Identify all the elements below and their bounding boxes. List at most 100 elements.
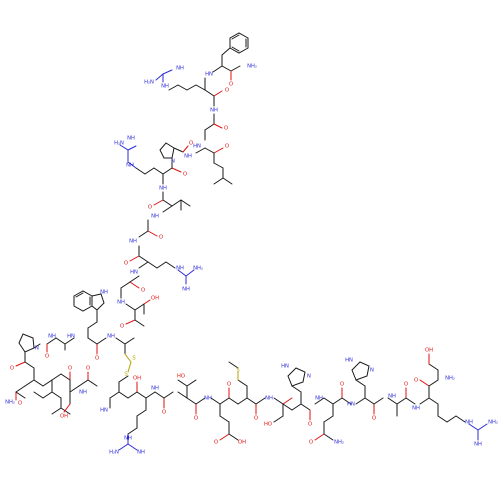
carbonyl-o-label: O <box>225 144 229 150</box>
amide-nh-label: HN <box>67 334 75 340</box>
amide-hn-label: HN <box>193 144 201 150</box>
proline-residue-top <box>159 142 189 175</box>
amide-nh-label: NH <box>388 394 396 400</box>
carbonyl-o-label: O <box>309 440 313 446</box>
glycine-residue-top <box>204 113 223 141</box>
hydroxyl-oh-label: OH <box>133 376 141 382</box>
amide-nh-label: NH <box>151 386 159 392</box>
guanidine-nh-label: NH <box>124 436 132 442</box>
acid-oh-label: OH <box>60 414 68 420</box>
amide-nh2-label: NH₂ <box>334 440 344 446</box>
carbonyl-o-label: O <box>45 354 49 360</box>
guanidine-nh-label: NH <box>137 450 145 456</box>
glutamine-residue <box>314 387 352 441</box>
guanidine-nh-label: NH <box>182 287 190 293</box>
carbonyl-o-label: O <box>162 410 166 416</box>
amide-nh-label: NH <box>412 406 420 412</box>
carbonyl-o-label: O <box>340 382 344 388</box>
carbonyl-o-label: O <box>189 141 193 147</box>
histidine-residue-right <box>351 361 384 415</box>
amide-nh-label: NH <box>48 334 56 340</box>
arginine-residue-lower <box>129 245 195 285</box>
glycine-residue-mid <box>138 219 158 238</box>
carbonyl-o-label: O <box>254 416 258 422</box>
imidazole-n-label: N <box>307 374 311 380</box>
amide-nh-label: NH <box>204 396 212 402</box>
carbonyl-o-label: O <box>95 356 99 362</box>
carbonyl-o-label: O <box>225 88 229 94</box>
carbonyl-o-label: O <box>124 261 128 267</box>
disulfide-s-label: S <box>124 372 127 378</box>
hydroxyl-oh-label: OH <box>425 348 433 354</box>
imidazole-hn-label: HN <box>281 364 289 370</box>
carbonyl-o-label: O <box>141 288 145 294</box>
carbonyl-o-label: O <box>148 205 152 211</box>
alanine-proline-residues <box>15 333 75 369</box>
amine-nh2-label: NH₂ <box>445 376 455 382</box>
carbonyl-o-label: O <box>214 440 218 446</box>
amide-nh-label: NH <box>151 214 159 220</box>
amide-nh2-label: NH₂ <box>5 400 15 406</box>
carbonyl-o-label: O <box>372 416 376 422</box>
amide-nh-label: NH <box>184 154 192 160</box>
guanidine-nh-label: NH <box>465 420 473 426</box>
indole-nh-label: NH <box>100 290 108 296</box>
carbonyl-o-label: O <box>10 366 14 372</box>
asparagine-leucine-aspartate-residues <box>15 367 98 415</box>
carbonyl-o-label: O <box>194 416 198 422</box>
guanidine-nh-label: NH <box>176 266 184 272</box>
amide-hn-label: HN <box>130 270 138 276</box>
hydroxyl-ho-label: HO <box>264 422 272 428</box>
thioether-s-label: S <box>236 368 239 374</box>
methionine-residue <box>228 361 266 415</box>
glycine-threonine-residues <box>120 275 151 327</box>
carbonyl-o-label: O <box>414 378 418 384</box>
guanidine-nh-label: NH <box>474 442 482 448</box>
carbonyl-o-label: O <box>404 382 408 388</box>
carbonyl-o-label: O <box>227 382 231 388</box>
alanine-serine-arginine-residues <box>387 353 488 441</box>
carbonyl-o-label: O <box>18 401 22 407</box>
amide-hn-label: HN <box>100 408 108 414</box>
carbonyl-o-label: O <box>68 366 72 372</box>
disulfide-s-label: S <box>132 356 135 362</box>
serine-histidine-residues <box>273 367 311 423</box>
threonine-glutamate-residues <box>177 379 239 441</box>
amide-nh-label: NH <box>159 186 167 192</box>
carbonyl-o-label: O <box>86 366 90 372</box>
guanidine-h2n-label: H₂N <box>144 80 154 86</box>
proline-n-label: N <box>171 159 175 165</box>
imidazole-hn-label: HN <box>345 358 353 364</box>
hydroxyl-oh-label: OH <box>151 296 159 302</box>
carbonyl-o-label: O <box>159 235 163 241</box>
arginine-residue-mid <box>119 144 164 185</box>
acid-oh-label: OH <box>238 440 246 446</box>
guanidine-nh2-label: NH₂ <box>193 266 203 272</box>
guanidine-nh-label: NH <box>176 66 184 72</box>
carbonyl-o-label: O <box>224 126 228 132</box>
amide-nh-label: NH <box>129 239 137 245</box>
cysteine-residue <box>115 337 135 393</box>
isoleucine-residue <box>153 191 191 213</box>
amide-nh-label: HN <box>347 402 355 408</box>
guanidine-h2n-label: H₂N <box>114 141 124 147</box>
amide-nh-label: NH <box>265 396 273 402</box>
carbonyl-o-label: O <box>120 324 124 330</box>
imidazole-n-label: N <box>370 368 374 374</box>
valine-residue <box>195 147 233 185</box>
hydroxyl-ho-label: HO <box>177 374 185 380</box>
guanidine-nh-label: NH <box>127 136 135 142</box>
proline-n-label: N <box>35 346 39 352</box>
carbonyl-o-label: O <box>308 422 312 428</box>
guanidine-nh-label: NH <box>161 84 169 90</box>
amide-nh-label: NH <box>210 108 218 114</box>
phenylalanine-residue <box>212 32 249 81</box>
carbonyl-o-label: O <box>183 172 187 178</box>
amide-nh-label: HN <box>205 72 213 78</box>
tryptophan-residue <box>73 290 107 355</box>
amide-nh-label: NH <box>107 334 115 340</box>
guanidine-nh-label: NH <box>126 163 134 169</box>
guanidine-nh2-label: NH₂ <box>488 420 498 426</box>
